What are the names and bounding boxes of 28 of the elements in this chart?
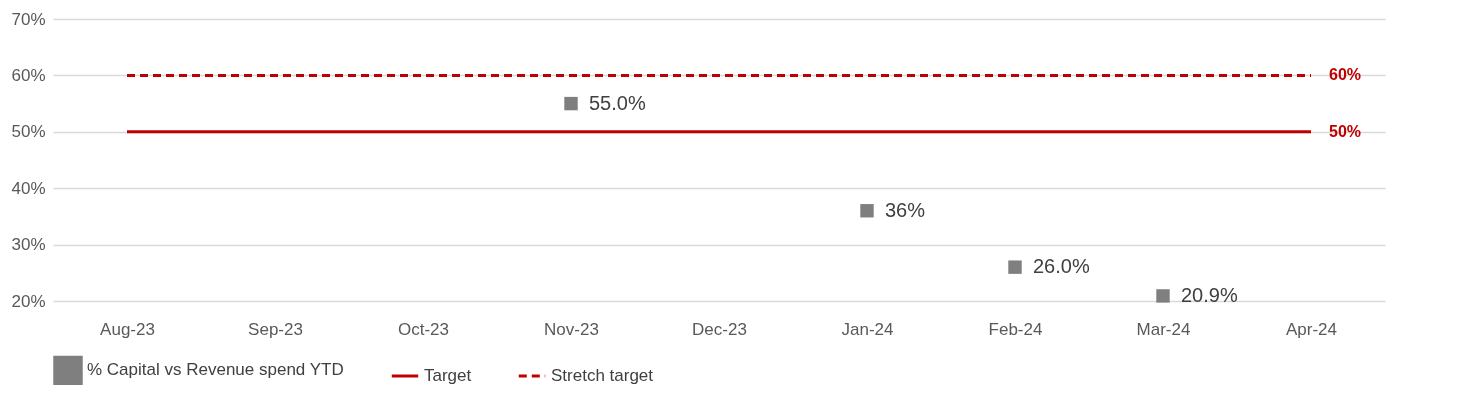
y-tick-label: 50% xyxy=(11,122,46,142)
x-tick-label: Nov-23 xyxy=(544,319,599,339)
x-tick-label: Dec-23 xyxy=(692,319,747,339)
point xyxy=(1008,260,1022,274)
x-tick-label: Aug-23 xyxy=(100,319,155,339)
y-tick-label: 30% xyxy=(11,235,46,255)
point xyxy=(1156,289,1170,303)
data-label: 36% xyxy=(885,198,926,221)
data-label: 55.0% xyxy=(589,91,646,114)
point xyxy=(564,96,578,111)
y-tick-label: 20% xyxy=(11,291,46,311)
data-label: 50% xyxy=(1329,122,1362,140)
x-tick-label: Oct-23 xyxy=(397,319,450,339)
x-tick-label: Jan-24 xyxy=(841,319,894,339)
data-label: 26.0% xyxy=(1033,255,1090,278)
legend-label: % Capital vs Revenue spend YTD xyxy=(87,360,344,380)
x-tick-label: Feb-24 xyxy=(988,319,1043,339)
y-tick-label: 70% xyxy=(11,9,46,29)
data-label: 20.9% xyxy=(1181,283,1238,306)
legend-label: Target xyxy=(424,366,472,385)
y-tick-label: 60% xyxy=(11,65,46,85)
y-tick-label: 40% xyxy=(11,178,46,198)
x-tick-label: Apr-24 xyxy=(1285,319,1338,339)
legend-label: Stretch target xyxy=(551,366,654,385)
point xyxy=(860,204,874,218)
data-label: 60% xyxy=(1329,66,1362,84)
x-tick-label: Sep-23 xyxy=(248,319,303,339)
x-tick-label: Mar-24 xyxy=(1136,319,1191,339)
